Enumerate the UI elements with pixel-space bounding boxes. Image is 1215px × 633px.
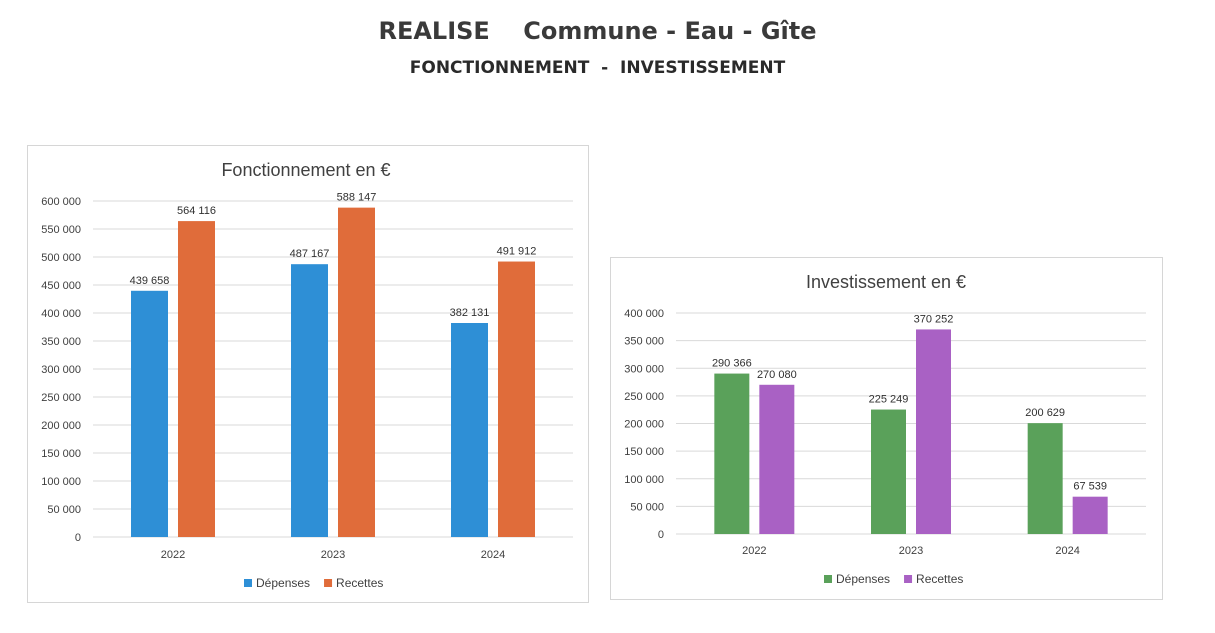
investissement-x-tick-label: 2024 xyxy=(1055,545,1079,557)
fonctionnement-y-tick-label: 550 000 xyxy=(41,224,81,236)
fonctionnement-y-tick-label: 600 000 xyxy=(41,196,81,208)
investissement-data-label: 270 080 xyxy=(757,369,797,381)
investissement-bar-recettes-2023 xyxy=(916,329,951,534)
fonctionnement-y-tick-label: 450 000 xyxy=(41,280,81,292)
investissement-bar-dpenses-2023 xyxy=(871,409,906,534)
investissement-data-label: 225 249 xyxy=(869,394,909,406)
fonctionnement-y-tick-label: 350 000 xyxy=(41,336,81,348)
investissement-legend-label: Recettes xyxy=(916,572,963,586)
investissement-bar-dpenses-2022 xyxy=(714,373,750,534)
investissement-data-label: 370 252 xyxy=(914,313,954,325)
investissement-legend-swatch xyxy=(824,575,832,583)
investissement-data-label: 290 366 xyxy=(712,358,752,370)
fonctionnement-data-label: 382 131 xyxy=(450,307,490,319)
fonctionnement-x-tick-label: 2023 xyxy=(321,549,345,561)
fonctionnement-legend-swatch xyxy=(244,579,252,587)
fonctionnement-data-label: 588 147 xyxy=(337,192,377,204)
fonctionnement-x-tick-label: 2024 xyxy=(481,549,505,561)
fonctionnement-legend-label: Recettes xyxy=(336,576,383,590)
investissement-x-tick-label: 2023 xyxy=(899,545,923,557)
fonctionnement-y-tick-label: 200 000 xyxy=(41,420,81,432)
investissement-data-label: 200 629 xyxy=(1025,407,1065,419)
investissement-y-tick-label: 100 000 xyxy=(624,474,664,486)
investissement-chart-svg: Investissement en € 0 50 000 100 000 150 000… xyxy=(624,272,1146,586)
investissement-bar-dpenses-2024 xyxy=(1027,423,1063,534)
fonctionnement-y-tick-label: 300 000 xyxy=(41,364,81,376)
fonctionnement-chart-svg: Fonctionnement en € 0 50 000 100 000 150 000… xyxy=(41,160,573,590)
fonctionnement-data-label: 564 116 xyxy=(177,205,216,217)
investissement-legend-label: Dépenses xyxy=(836,572,890,586)
fonctionnement-data-label: 487 167 xyxy=(290,248,330,260)
investissement-data-label: 67 539 xyxy=(1073,481,1107,493)
investissement-legend-swatch xyxy=(904,575,913,583)
fonctionnement-chart-title: Fonctionnement en € xyxy=(221,160,390,180)
fonctionnement-y-tick-label: 250 000 xyxy=(41,392,81,404)
fonctionnement-bar-recettes-2023 xyxy=(338,207,375,537)
fonctionnement-y-tick-label: 500 000 xyxy=(41,252,81,264)
page-title: REALISE Commune - Eau - Gîte xyxy=(378,17,817,45)
fonctionnement-chart: Fonctionnement en € 0 50 000 100 000 150 000… xyxy=(27,145,589,603)
fonctionnement-y-tick-label: 50 000 xyxy=(47,504,81,516)
fonctionnement-bar-recettes-2022 xyxy=(178,221,215,537)
fonctionnement-bar-dpenses-2024 xyxy=(451,323,488,537)
fonctionnement-bar-recettes-2024 xyxy=(498,261,535,537)
fonctionnement-data-label: 491 912 xyxy=(497,246,537,258)
investissement-chart: Investissement en € 0 50 000 100 000 150 000… xyxy=(610,257,1163,600)
fonctionnement-y-tick-label: 0 xyxy=(75,532,81,544)
page-subtitle: FONCTIONNEMENT - INVESTISSEMENT xyxy=(409,58,786,78)
investissement-chart-title: Investissement en € xyxy=(806,272,966,292)
investissement-bar-recettes-2022 xyxy=(759,384,795,534)
fonctionnement-x-tick-label: 2022 xyxy=(161,549,185,561)
fonctionnement-y-tick-label: 100 000 xyxy=(41,476,81,488)
investissement-y-tick-label: 200 000 xyxy=(624,419,664,431)
fonctionnement-legend-swatch xyxy=(324,579,333,587)
investissement-y-tick-label: 400 000 xyxy=(624,308,664,320)
fonctionnement-legend-label: Dépenses xyxy=(256,576,310,590)
investissement-y-tick-label: 300 000 xyxy=(624,363,664,375)
fonctionnement-y-tick-label: 400 000 xyxy=(41,308,81,320)
fonctionnement-y-tick-label: 150 000 xyxy=(41,448,81,460)
investissement-y-tick-label: 50 000 xyxy=(630,501,664,513)
investissement-x-tick-label: 2022 xyxy=(742,545,766,557)
investissement-bar-recettes-2024 xyxy=(1072,496,1108,534)
investissement-y-tick-label: 0 xyxy=(658,529,664,541)
investissement-y-tick-label: 150 000 xyxy=(624,446,664,458)
fonctionnement-data-label: 439 658 xyxy=(130,275,170,287)
fonctionnement-bar-dpenses-2023 xyxy=(291,264,328,537)
fonctionnement-bar-dpenses-2022 xyxy=(131,290,168,537)
investissement-y-tick-label: 350 000 xyxy=(624,336,664,348)
investissement-y-tick-label: 250 000 xyxy=(624,391,664,403)
